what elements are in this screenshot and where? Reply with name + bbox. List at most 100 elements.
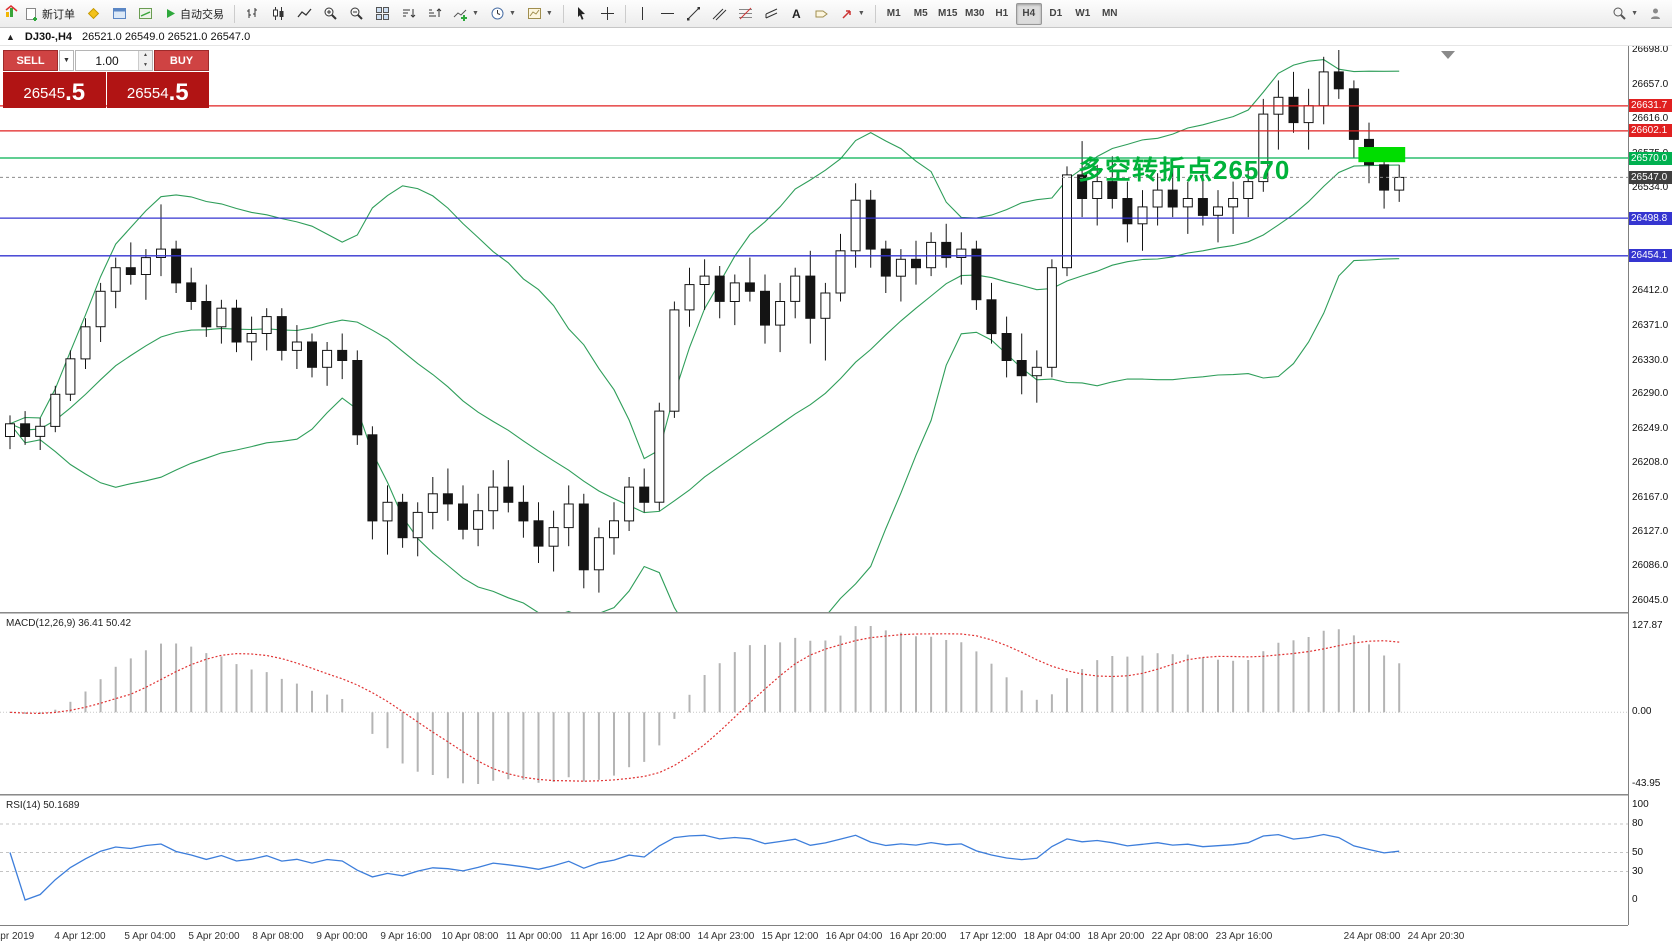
price-axis-label: 26086.0 [1632, 560, 1669, 572]
zoom-out-icon [350, 7, 363, 20]
line-chart-button[interactable] [292, 3, 317, 25]
timeframe-h1-button[interactable]: H1 [989, 3, 1015, 25]
stepper-up-icon[interactable]: ▲ [139, 51, 152, 61]
volume-stepper[interactable]: ▲ ▼ [138, 51, 152, 70]
price-axis-label: 26045.0 [1632, 595, 1669, 606]
candle-body [50, 393, 61, 427]
community-button[interactable] [1643, 3, 1668, 25]
label-tool-button[interactable] [809, 3, 834, 25]
timeframe-m5-button[interactable]: M5 [908, 3, 934, 25]
price-axis[interactable]: 26698.026657.026616.026575.026534.026493… [1628, 44, 1672, 925]
candle-body [1333, 71, 1344, 90]
templates-button[interactable]: ▼ [522, 3, 558, 25]
buy-price-box[interactable]: 26554.5 [106, 72, 209, 108]
timeframe-m1-button[interactable]: M1 [881, 3, 907, 25]
candle-body [986, 299, 997, 335]
timeframe-m15-button[interactable]: M15 [935, 3, 961, 25]
vertical-line-tool-button[interactable] [631, 3, 654, 25]
terminal-button[interactable] [133, 3, 158, 25]
search-button[interactable]: ▼ [1607, 3, 1643, 25]
bar-chart-button[interactable] [240, 3, 265, 25]
periods-button[interactable]: ▼ [485, 3, 521, 25]
volume-input[interactable]: 1.00 ▲ ▼ [75, 50, 153, 71]
timeframe-mn-button[interactable]: MN [1097, 3, 1123, 25]
candle-body [397, 501, 408, 539]
candle-body [307, 341, 317, 368]
candle-body [1152, 189, 1163, 208]
macd-indicator-pane[interactable] [0, 614, 1628, 794]
volume-dropdown-button[interactable]: ▼ [59, 50, 74, 71]
candle-body [171, 248, 182, 284]
timeframe-w1-button[interactable]: W1 [1070, 3, 1096, 25]
cursor-tool-button[interactable] [569, 3, 594, 25]
candle-body [533, 520, 544, 547]
new-order-button[interactable]: 新订单 [20, 3, 80, 25]
toolbar-right-group: ▼ [1607, 3, 1668, 25]
timeframe-m30-button[interactable]: M30 [962, 3, 988, 25]
tile-windows-icon [376, 7, 389, 20]
time-axis-label: 23 Apr 16:00 [1215, 931, 1273, 942]
candle-body [367, 434, 378, 522]
time-axis-label: 16 Apr 20:00 [889, 931, 947, 942]
text-tool-button[interactable]: A [785, 3, 808, 25]
candle-body [669, 309, 680, 412]
candle-body [1092, 181, 1103, 200]
trade-panel-collapse-icon[interactable]: ▲ [6, 32, 15, 42]
time-axis-label: 11 Apr 00:00 [506, 931, 562, 942]
price-chart-pane[interactable] [0, 46, 1628, 612]
candle-body [1258, 113, 1269, 183]
metaeditor-button[interactable] [81, 3, 106, 25]
zoom-out-button[interactable] [344, 3, 369, 25]
line-chart-icon [297, 8, 312, 18]
indicators-button[interactable]: ▼ [448, 3, 484, 25]
trade-panel-controls: SELL ▼ 1.00 ▲ ▼ BUY [3, 50, 209, 71]
candle-body [5, 423, 15, 437]
timeframe-d1-button[interactable]: D1 [1043, 3, 1069, 25]
candle-body [744, 282, 755, 292]
candle-body [140, 257, 151, 276]
autotrading-button[interactable]: 自动交易 [159, 3, 229, 25]
candle-body [624, 486, 635, 522]
arrows-tool-button[interactable]: ▼ [835, 3, 870, 25]
trendline-tool-button[interactable] [681, 3, 706, 25]
candle-body [458, 503, 468, 530]
crosshair-tool-button[interactable] [595, 3, 620, 25]
candle-body [110, 267, 121, 292]
candle-body [609, 520, 619, 539]
horizontal-line-tool-button[interactable] [655, 3, 680, 25]
candle-body [1394, 176, 1405, 191]
candle-body [1213, 206, 1223, 216]
stepper-down-icon[interactable]: ▼ [139, 60, 152, 70]
rsi-line [9, 833, 1400, 901]
macd-scale-zero: 0.00 [1632, 706, 1652, 718]
candle-body [835, 250, 846, 294]
sell-price-box[interactable]: 26545.5 [3, 72, 106, 108]
timeframe-h4-button[interactable]: H4 [1015, 2, 1042, 25]
arrange-horizontal-button[interactable] [396, 3, 421, 25]
arrange-vertical-button[interactable] [422, 3, 447, 25]
sell-button[interactable]: SELL [3, 50, 58, 71]
rsi-indicator-pane[interactable] [0, 796, 1628, 924]
time-axis-label: 12 Apr 08:00 [633, 931, 691, 942]
candle-body [1137, 206, 1148, 225]
candle-body [1228, 198, 1239, 208]
pitchfork-tool-button[interactable] [759, 3, 784, 25]
candle-body [1062, 174, 1072, 269]
toolbar-separator [234, 4, 235, 23]
time-axis-label: 17 Apr 12:00 [959, 931, 1017, 942]
pane-resize-separator[interactable] [0, 794, 1672, 796]
fibonacci-tool-button[interactable] [733, 3, 758, 25]
tile-windows-button[interactable] [370, 3, 395, 25]
market-watch-button[interactable] [107, 3, 132, 25]
candle-body [1303, 105, 1314, 124]
time-axis[interactable]: 3 Apr 2019 4 Apr 12:00 5 Apr 04:00 5 Apr 20… [0, 925, 1628, 948]
candlestick-chart-button[interactable] [266, 3, 291, 25]
templates-icon [527, 8, 541, 19]
candle-body [654, 410, 665, 503]
search-icon [1613, 7, 1626, 20]
zoom-in-button[interactable] [318, 3, 343, 25]
buy-button[interactable]: BUY [154, 50, 209, 71]
pane-resize-separator[interactable] [0, 612, 1672, 614]
channel-tool-button[interactable] [707, 3, 732, 25]
